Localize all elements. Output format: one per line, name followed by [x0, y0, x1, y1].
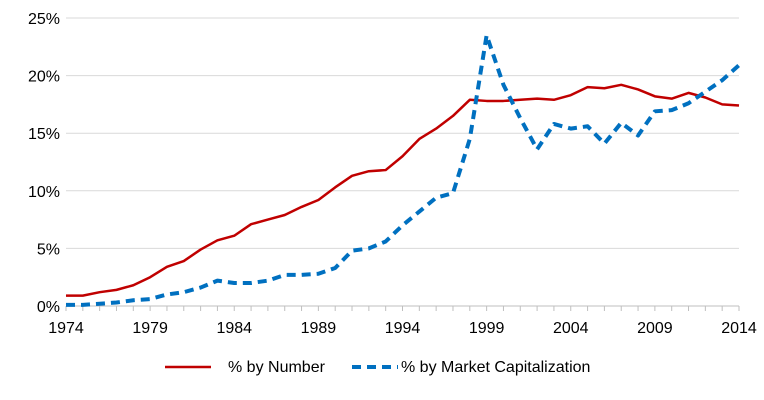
series-line-by-market-cap [66, 33, 741, 307]
gridlines [66, 17, 739, 249]
series-lines [65, 33, 741, 307]
axes: 0% 5% 10% 15% 20% 25% 1974 1979 1984 1989 1994 1999… [28, 11, 757, 337]
y-tick-label: 25% [28, 11, 60, 28]
x-tick-label: 1989 [301, 320, 337, 337]
x-tick-label: 1984 [216, 320, 252, 337]
legend-item: % by Number [165, 359, 326, 376]
y-tick-label: 15% [28, 126, 60, 143]
y-tick-label: 0% [37, 299, 60, 316]
x-tick-label: 1999 [469, 320, 505, 337]
x-tick-label: 2014 [721, 320, 757, 337]
x-tick-label: 1974 [48, 320, 84, 337]
x-tick-label: 2004 [553, 320, 589, 337]
x-tick-label: 2009 [637, 320, 673, 337]
y-tick-label: 5% [37, 241, 60, 258]
y-tick-label: 20% [28, 69, 60, 86]
x-tick-label: 1979 [132, 320, 168, 337]
legend-label: % by Number [228, 359, 326, 376]
x-tick-label: 1994 [385, 320, 421, 337]
legend-label: % by Market Capitalization [401, 359, 590, 376]
legend: % by Number % by Market Capitalization [165, 359, 590, 376]
y-tick-label: 10% [28, 184, 60, 201]
legend-item: % by Market Capitalization [352, 359, 590, 376]
series-line-by-number [66, 83, 740, 297]
